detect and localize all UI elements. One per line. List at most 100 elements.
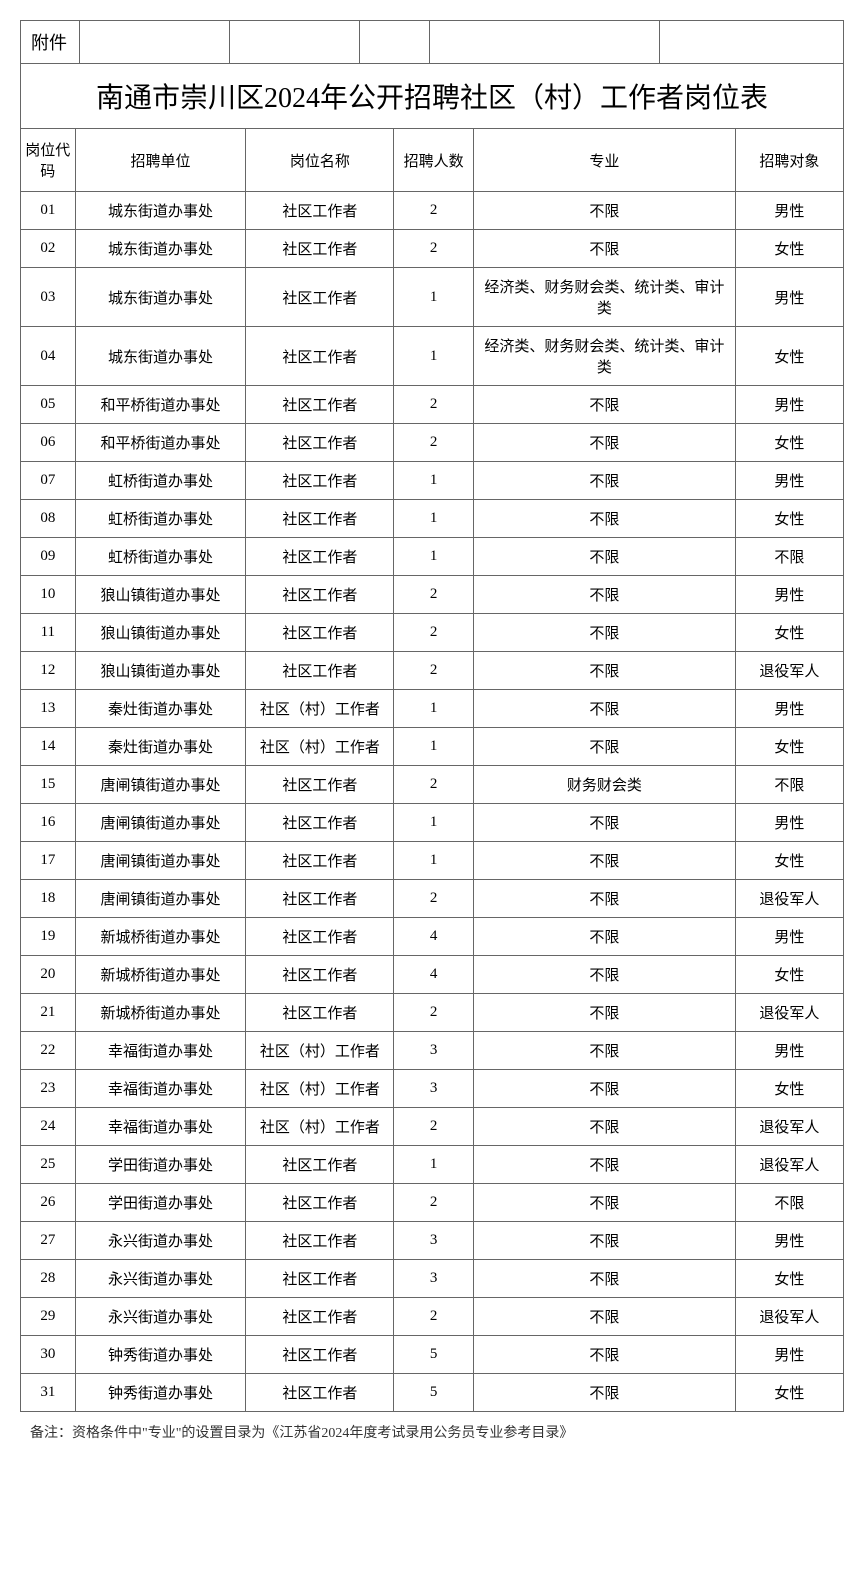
cell-code: 30 (21, 1336, 76, 1374)
cell-count: 2 (394, 614, 474, 652)
cell-count: 2 (394, 880, 474, 918)
cell-code: 21 (21, 994, 76, 1032)
cell-major: 不限 (474, 462, 736, 500)
cell-unit: 城东街道办事处 (75, 230, 246, 268)
cell-major: 不限 (474, 842, 736, 880)
cell-position: 社区工作者 (246, 994, 394, 1032)
cell-unit: 学田街道办事处 (75, 1146, 246, 1184)
cell-count: 2 (394, 1108, 474, 1146)
cell-position: 社区工作者 (246, 1298, 394, 1336)
cell-position: 社区工作者 (246, 1336, 394, 1374)
table-row: 05和平桥街道办事处社区工作者2不限男性 (21, 386, 844, 424)
cell-count: 2 (394, 1298, 474, 1336)
cell-code: 03 (21, 268, 76, 327)
cell-unit: 新城桥街道办事处 (75, 918, 246, 956)
cell-count: 1 (394, 728, 474, 766)
cell-unit: 幸福街道办事处 (75, 1032, 246, 1070)
cell-count: 2 (394, 1184, 474, 1222)
cell-count: 3 (394, 1222, 474, 1260)
cell-unit: 唐闸镇街道办事处 (75, 880, 246, 918)
cell-unit: 虹桥街道办事处 (75, 500, 246, 538)
cell-target: 退役军人 (735, 1146, 843, 1184)
cell-major: 不限 (474, 614, 736, 652)
table-row: 03城东街道办事处社区工作者1经济类、财务财会类、统计类、审计类男性 (21, 268, 844, 327)
footnote: 备注：资格条件中"专业"的设置目录为《江苏省2024年度考试录用公务员专业参考目… (20, 1412, 844, 1452)
cell-position: 社区工作者 (246, 956, 394, 994)
cell-major: 不限 (474, 386, 736, 424)
cell-position: 社区（村）工作者 (246, 690, 394, 728)
cell-unit: 和平桥街道办事处 (75, 424, 246, 462)
cell-position: 社区工作者 (246, 230, 394, 268)
cell-code: 15 (21, 766, 76, 804)
cell-unit: 永兴街道办事处 (75, 1260, 246, 1298)
cell-count: 1 (394, 690, 474, 728)
header-unit: 招聘单位 (75, 129, 246, 192)
cell-target: 女性 (735, 327, 843, 386)
cell-target: 男性 (735, 918, 843, 956)
cell-code: 20 (21, 956, 76, 994)
cell-unit: 唐闸镇街道办事处 (75, 842, 246, 880)
cell-position: 社区工作者 (246, 1146, 394, 1184)
cell-count: 3 (394, 1070, 474, 1108)
table-row: 04城东街道办事处社区工作者1经济类、财务财会类、统计类、审计类女性 (21, 327, 844, 386)
cell-code: 16 (21, 804, 76, 842)
positions-table: 岗位代码 招聘单位 岗位名称 招聘人数 专业 招聘对象 01城东街道办事处社区工… (20, 128, 844, 1412)
cell-target: 女性 (735, 614, 843, 652)
cell-major: 不限 (474, 1070, 736, 1108)
table-row: 24幸福街道办事处社区（村）工作者2不限退役军人 (21, 1108, 844, 1146)
table-row: 23幸福街道办事处社区（村）工作者3不限女性 (21, 1070, 844, 1108)
cell-position: 社区工作者 (246, 614, 394, 652)
table-row: 08虹桥街道办事处社区工作者1不限女性 (21, 500, 844, 538)
cell-target: 女性 (735, 500, 843, 538)
cell-count: 1 (394, 842, 474, 880)
cell-count: 1 (394, 1146, 474, 1184)
table-body: 01城东街道办事处社区工作者2不限男性02城东街道办事处社区工作者2不限女性03… (21, 192, 844, 1412)
cell-code: 12 (21, 652, 76, 690)
table-row: 21新城桥街道办事处社区工作者2不限退役军人 (21, 994, 844, 1032)
cell-target: 男性 (735, 804, 843, 842)
cell-unit: 幸福街道办事处 (75, 1070, 246, 1108)
table-header-row: 岗位代码 招聘单位 岗位名称 招聘人数 专业 招聘对象 (21, 129, 844, 192)
cell-count: 1 (394, 500, 474, 538)
cell-major: 不限 (474, 1184, 736, 1222)
cell-unit: 城东街道办事处 (75, 327, 246, 386)
cell-unit: 秦灶街道办事处 (75, 690, 246, 728)
cell-position: 社区工作者 (246, 576, 394, 614)
cell-major: 不限 (474, 652, 736, 690)
attachment-header-row: 附件 (20, 20, 844, 63)
cell-count: 1 (394, 268, 474, 327)
cell-count: 2 (394, 766, 474, 804)
cell-count: 1 (394, 804, 474, 842)
cell-position: 社区工作者 (246, 462, 394, 500)
cell-major: 不限 (474, 576, 736, 614)
table-row: 16唐闸镇街道办事处社区工作者1不限男性 (21, 804, 844, 842)
cell-code: 04 (21, 327, 76, 386)
table-row: 27永兴街道办事处社区工作者3不限男性 (21, 1222, 844, 1260)
cell-count: 2 (394, 230, 474, 268)
cell-target: 男性 (735, 1222, 843, 1260)
cell-target: 女性 (735, 230, 843, 268)
table-row: 06和平桥街道办事处社区工作者2不限女性 (21, 424, 844, 462)
cell-code: 18 (21, 880, 76, 918)
cell-position: 社区工作者 (246, 918, 394, 956)
cell-major: 不限 (474, 424, 736, 462)
cell-position: 社区工作者 (246, 1222, 394, 1260)
cell-count: 1 (394, 327, 474, 386)
cell-major: 不限 (474, 230, 736, 268)
cell-position: 社区工作者 (246, 424, 394, 462)
table-row: 26学田街道办事处社区工作者2不限不限 (21, 1184, 844, 1222)
table-row: 19新城桥街道办事处社区工作者4不限男性 (21, 918, 844, 956)
cell-unit: 钟秀街道办事处 (75, 1336, 246, 1374)
cell-target: 不限 (735, 538, 843, 576)
cell-code: 23 (21, 1070, 76, 1108)
table-row: 25学田街道办事处社区工作者1不限退役军人 (21, 1146, 844, 1184)
cell-count: 5 (394, 1374, 474, 1412)
cell-code: 05 (21, 386, 76, 424)
cell-count: 3 (394, 1032, 474, 1070)
cell-count: 1 (394, 538, 474, 576)
cell-major: 不限 (474, 500, 736, 538)
cell-code: 22 (21, 1032, 76, 1070)
table-row: 29永兴街道办事处社区工作者2不限退役军人 (21, 1298, 844, 1336)
cell-position: 社区工作者 (246, 766, 394, 804)
table-row: 14秦灶街道办事处社区（村）工作者1不限女性 (21, 728, 844, 766)
